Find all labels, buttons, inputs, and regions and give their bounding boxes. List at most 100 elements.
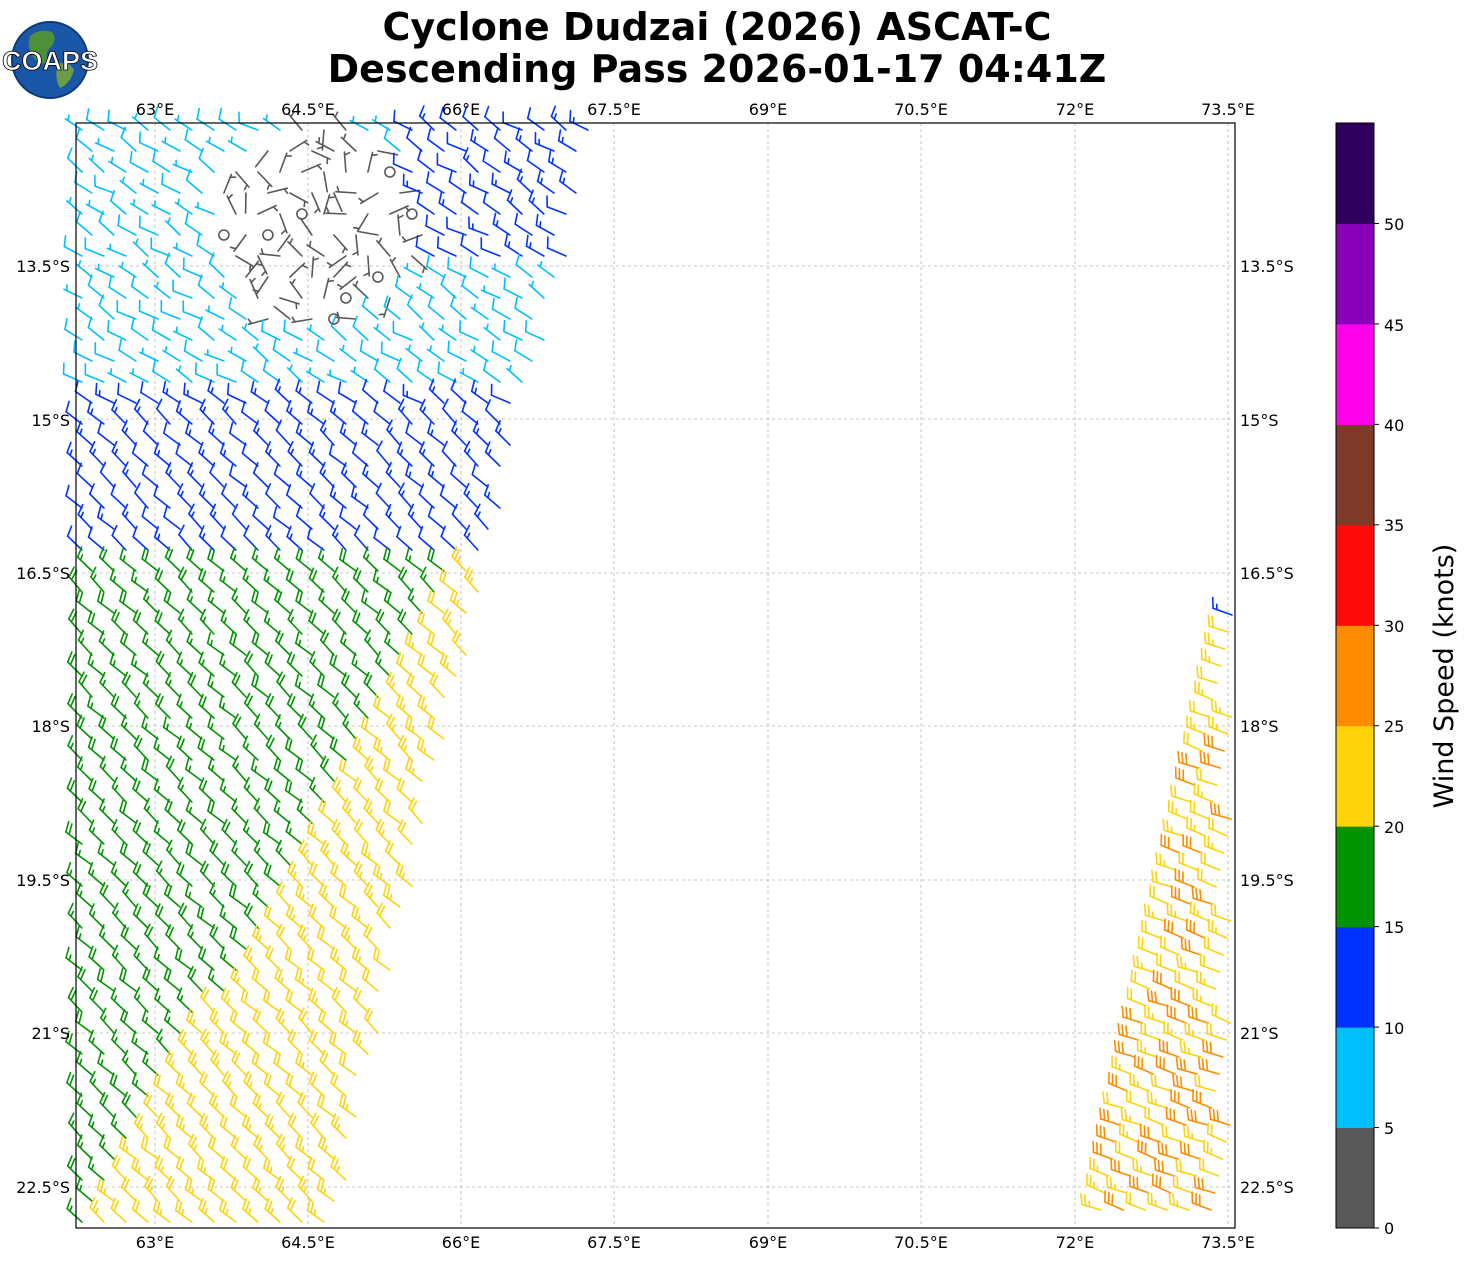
barb-feather bbox=[334, 821, 341, 834]
barb-feather bbox=[145, 843, 151, 855]
calm-wind-circles bbox=[218, 166, 418, 325]
wind-barb bbox=[315, 339, 335, 362]
barb-feather bbox=[536, 170, 542, 183]
barb-feather bbox=[112, 1074, 118, 1087]
wind-barb bbox=[427, 631, 445, 656]
wind-barb bbox=[514, 296, 533, 320]
barb-shaft bbox=[546, 247, 567, 257]
wind-barb bbox=[482, 149, 501, 173]
wind-barb bbox=[361, 967, 379, 992]
barb-feather bbox=[79, 968, 86, 981]
barb-half-feather bbox=[423, 746, 427, 754]
barb-half-feather bbox=[290, 616, 295, 624]
wind-barb bbox=[392, 320, 413, 341]
barb-feather bbox=[298, 1007, 305, 1019]
wind-barb bbox=[185, 799, 203, 824]
barb-feather bbox=[338, 1010, 344, 1023]
barb-feather bbox=[318, 798, 324, 811]
wind-barb bbox=[144, 1175, 159, 1202]
wind-barb bbox=[263, 610, 281, 635]
barb-feather bbox=[219, 1114, 225, 1127]
barb-shaft bbox=[362, 514, 379, 530]
wind-barb bbox=[76, 546, 93, 572]
wind-barb bbox=[263, 1072, 281, 1097]
barb-shaft bbox=[229, 432, 247, 446]
barb-feather bbox=[98, 924, 105, 936]
lat-label-left: 19.5°S bbox=[16, 871, 70, 890]
wind-barb bbox=[188, 503, 203, 530]
barb-half-feather bbox=[314, 998, 318, 1005]
barb-half-feather bbox=[91, 869, 95, 877]
wind-barb bbox=[209, 923, 225, 950]
barb-feather bbox=[1190, 1109, 1194, 1122]
barb-shaft bbox=[182, 268, 203, 278]
barb-shaft bbox=[156, 408, 171, 425]
wind-barb bbox=[373, 526, 391, 551]
wind-barb bbox=[285, 904, 303, 929]
barb-half-feather bbox=[325, 850, 330, 857]
barb-shaft bbox=[439, 117, 457, 131]
barb-feather bbox=[298, 1138, 303, 1151]
barb-half-feather bbox=[334, 532, 339, 539]
barb-half-feather bbox=[397, 214, 404, 219]
barb-feather bbox=[222, 1116, 228, 1129]
barb-half-feather bbox=[181, 1124, 186, 1132]
barb-feather bbox=[131, 1072, 137, 1084]
barb-feather bbox=[99, 671, 106, 684]
barb-shaft bbox=[73, 351, 93, 362]
barb-shaft bbox=[526, 159, 545, 173]
wind-barb bbox=[198, 483, 215, 509]
wind-barb bbox=[177, 608, 193, 635]
wind-barb bbox=[394, 274, 413, 299]
barb-feather bbox=[75, 1177, 81, 1189]
barb-half-feather bbox=[342, 133, 347, 141]
barb-half-feather bbox=[341, 344, 345, 352]
barb-feather bbox=[230, 1134, 237, 1147]
wind-barb bbox=[230, 1134, 247, 1160]
barb-shaft bbox=[441, 450, 457, 467]
wind-barb bbox=[474, 503, 489, 530]
wind-barb bbox=[397, 398, 413, 425]
wind-barb bbox=[1099, 1107, 1121, 1126]
wind-barb bbox=[164, 1092, 181, 1118]
barb-feather bbox=[430, 718, 436, 731]
barb-feather bbox=[312, 1115, 320, 1127]
barb-half-feather bbox=[1211, 639, 1214, 647]
barb-feather bbox=[76, 462, 82, 475]
wind-barb bbox=[221, 483, 237, 509]
barb-half-feather bbox=[225, 1040, 229, 1048]
barb-feather bbox=[190, 1136, 197, 1148]
barb-half-feather bbox=[342, 638, 347, 646]
barb-half-feather bbox=[519, 176, 524, 183]
wind-barb bbox=[396, 525, 413, 551]
barb-feather bbox=[311, 1032, 318, 1044]
wind-barb bbox=[242, 483, 259, 509]
barb-half-feather bbox=[230, 346, 233, 354]
barb-half-feather bbox=[298, 639, 302, 647]
barb-half-feather bbox=[101, 931, 106, 939]
wind-barb bbox=[317, 1093, 335, 1118]
barb-feather bbox=[319, 461, 326, 474]
barb-shaft bbox=[64, 328, 83, 341]
barb-feather bbox=[287, 949, 293, 962]
colorbar-tick-label: 25 bbox=[1384, 717, 1404, 736]
barb-half-feather bbox=[375, 576, 379, 584]
wind-barb bbox=[1172, 1174, 1194, 1194]
barb-half-feather bbox=[366, 637, 372, 644]
wind-barb bbox=[186, 1092, 203, 1118]
barb-feather bbox=[298, 759, 304, 773]
barb-feather bbox=[254, 969, 260, 982]
barb-feather bbox=[220, 1155, 226, 1168]
barb-half-feather bbox=[156, 744, 160, 751]
wind-barb bbox=[416, 191, 435, 215]
wind-barb bbox=[428, 378, 445, 404]
barb-feather bbox=[1183, 1041, 1187, 1054]
wind-barb bbox=[407, 587, 423, 614]
wind-barb bbox=[77, 503, 93, 530]
barb-feather bbox=[310, 734, 317, 746]
barb-feather bbox=[90, 612, 96, 625]
wind-barb bbox=[442, 608, 457, 635]
barb-feather bbox=[295, 1135, 300, 1148]
barb-feather bbox=[331, 524, 339, 536]
wind-barb bbox=[325, 207, 347, 215]
